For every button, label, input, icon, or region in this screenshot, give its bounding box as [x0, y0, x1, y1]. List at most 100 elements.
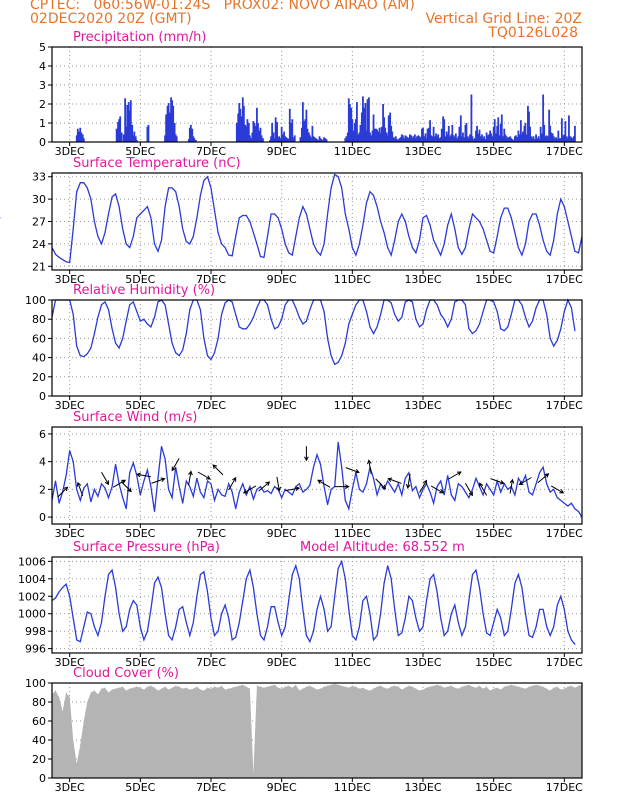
- precipitation-bar: [189, 124, 192, 142]
- temperature-point: [65, 261, 67, 263]
- temperature-point: [464, 247, 466, 249]
- temperature-point: [192, 235, 194, 237]
- precipitation-bar: [548, 109, 551, 142]
- pressure-point: [351, 635, 353, 636]
- pressure-point: [118, 613, 120, 615]
- temperature-point: [93, 221, 95, 222]
- cloud-cover-point: [454, 687, 456, 689]
- precipitation-bar: [431, 136, 434, 142]
- temperature-point: [221, 243, 223, 245]
- precipitation-bar: [304, 119, 307, 142]
- precipitation-bar: [356, 102, 358, 142]
- humidity-point: [415, 318, 417, 320]
- precipitation-bar: [269, 140, 271, 142]
- wind-wind-vector: [151, 477, 166, 484]
- precipitation-bar: [555, 137, 558, 142]
- humidity-ytick-label: 0: [39, 390, 46, 403]
- precipitation-bar: [432, 126, 435, 142]
- wind-point: [567, 505, 569, 507]
- precipitation-bar: [174, 134, 177, 142]
- humidity-point: [281, 318, 283, 320]
- precipitation-bar: [125, 126, 128, 142]
- wind-point: [532, 494, 533, 496]
- precipitation-bar: [478, 129, 481, 142]
- wind-point: [468, 497, 470, 499]
- precipitation-bar: [239, 108, 242, 142]
- cloud-cover-point: [394, 685, 396, 687]
- cloud-cover-point: [86, 701, 88, 703]
- temperature-point: [323, 243, 325, 245]
- precipitation-ytick-label: 3: [39, 79, 46, 92]
- cloud-cover-point: [571, 685, 572, 687]
- precipitation-bar: [502, 136, 505, 142]
- cloud-cover-point: [253, 772, 254, 774]
- precipitation-bar: [570, 137, 573, 142]
- humidity-point: [249, 323, 251, 325]
- temperature-point: [327, 213, 329, 215]
- wind-point: [358, 488, 360, 490]
- humidity-point: [493, 301, 495, 303]
- precipitation-bar: [556, 139, 559, 142]
- temperature-point: [139, 213, 141, 215]
- temperature-point: [55, 253, 56, 255]
- precipitation-bar: [389, 112, 392, 142]
- cloud-cover-point: [535, 684, 537, 686]
- wind-point: [556, 497, 558, 499]
- wind-point: [270, 493, 272, 494]
- cloud-cover-point: [150, 685, 152, 687]
- humidity-point: [79, 355, 81, 357]
- precipitation-bar: [251, 132, 254, 142]
- wind-point: [560, 499, 562, 501]
- precipitation-xtick-label: 9DEC: [267, 145, 297, 158]
- precipitation-bar: [124, 98, 127, 142]
- temperature-point: [461, 253, 463, 255]
- wind-ytick-label: 0: [39, 511, 46, 524]
- cloud-cover-point: [111, 689, 113, 690]
- cloud-cover-point: [217, 687, 219, 689]
- precipitation-bar: [510, 138, 513, 142]
- cloud-cover-point: [288, 685, 290, 687]
- precipitation-bar: [344, 138, 347, 142]
- cloud-cover-point: [542, 686, 544, 688]
- temperature-point: [90, 198, 92, 200]
- humidity-xtick-label: 3DEC: [55, 399, 85, 412]
- temperature-point: [108, 213, 109, 215]
- pressure-point: [525, 613, 526, 615]
- humidity-point: [464, 304, 466, 306]
- wind-point: [486, 483, 488, 485]
- temperature-point: [394, 239, 396, 241]
- precipitation-bar: [465, 123, 468, 142]
- precipitation-bar: [79, 127, 82, 142]
- temperature-point: [542, 239, 544, 241]
- wind-point: [507, 488, 509, 490]
- temperature-point: [284, 243, 286, 245]
- temperature-point: [260, 256, 261, 258]
- wind-wind-vector: [304, 446, 309, 462]
- cloud-cover-point: [320, 688, 321, 690]
- precipitation-bar: [237, 113, 240, 142]
- pressure-point: [366, 595, 367, 597]
- precipitation-bar: [544, 136, 547, 142]
- temperature-point: [475, 217, 477, 219]
- temperature-point: [207, 176, 208, 178]
- pressure-point: [355, 639, 357, 641]
- cloud-cover-point: [69, 696, 71, 698]
- precipitation-bar: [260, 135, 263, 142]
- pressure-point: [115, 587, 117, 588]
- humidity-ytick-label: 60: [32, 332, 46, 345]
- wind-xtick-label: 13DEC: [404, 527, 441, 540]
- precipitation-xtick-label: 11DEC: [334, 145, 371, 158]
- precipitation-bar: [524, 123, 527, 142]
- precipitation-bar: [564, 121, 567, 142]
- wind-point: [447, 475, 449, 476]
- humidity-point: [298, 316, 300, 318]
- temperature-point: [122, 228, 124, 230]
- humidity-point: [171, 342, 173, 344]
- pressure-point: [143, 639, 145, 641]
- humidity-point: [472, 333, 473, 335]
- precipitation-bar: [291, 119, 294, 142]
- wind-point: [574, 508, 576, 510]
- temperature-point: [401, 213, 403, 215]
- temperature-point: [503, 207, 505, 209]
- temperature-xtick-label: 9DEC: [267, 273, 297, 286]
